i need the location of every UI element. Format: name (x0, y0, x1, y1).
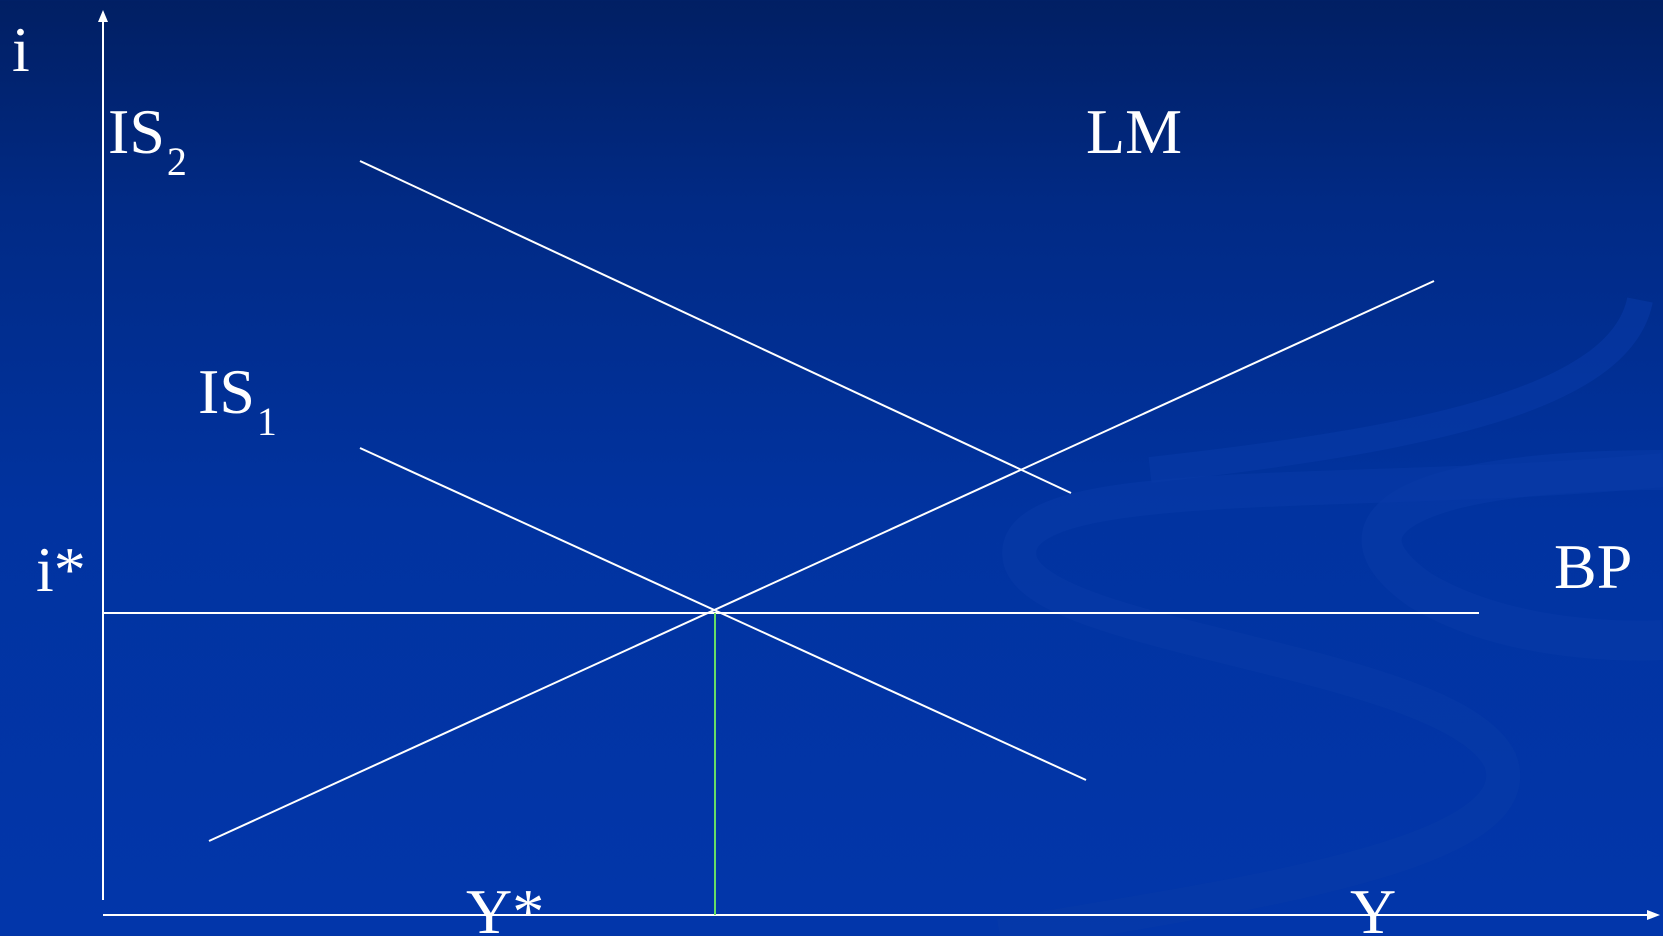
y-axis-arrow-icon (98, 10, 108, 22)
is2-label-name: IS (108, 96, 165, 167)
i-star-label: i* (36, 534, 86, 605)
lm-curve (208, 280, 1435, 842)
is2-label-subscript: 2 (166, 139, 187, 184)
bp-label: BP (1554, 531, 1633, 602)
y-axis-label: i (12, 14, 30, 85)
background-swirl (996, 296, 1663, 936)
is1-label-subscript: 1 (256, 399, 277, 444)
is1-label-name: IS (198, 356, 255, 427)
x-axis-arrow-icon (1647, 910, 1660, 920)
is2-curve (359, 160, 1072, 494)
x-axis-label: Y (1350, 876, 1397, 936)
is2-label: IS2 (108, 100, 187, 182)
lm-label: LM (1086, 96, 1182, 167)
y-star-label: Y* (466, 876, 545, 936)
is1-label: IS1 (198, 360, 277, 442)
